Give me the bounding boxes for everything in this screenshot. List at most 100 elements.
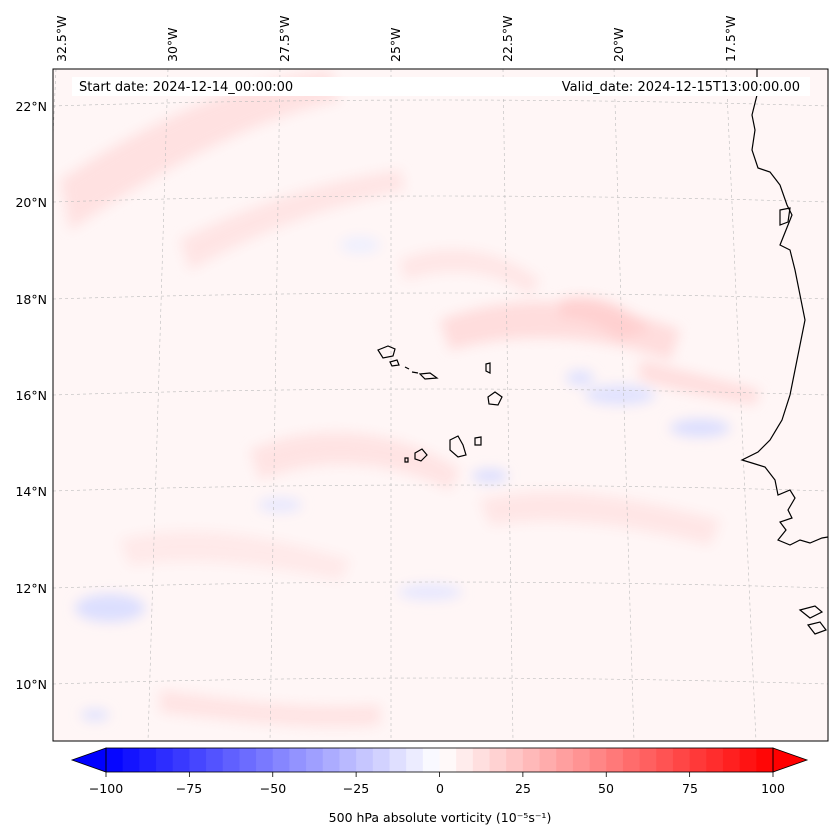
colorbar-tick-label: −50 xyxy=(260,781,286,796)
island-maio xyxy=(474,436,482,446)
parallel-line xyxy=(53,484,828,492)
colorbar: −100 −75 −50 −25 0 25 50 75 100 500 hPa … xyxy=(70,747,809,825)
parallel-line xyxy=(53,677,828,685)
start-date-label: Start date: 2024-12-14_00:00:00 xyxy=(79,80,293,95)
lat-label: 10°N xyxy=(15,677,47,692)
lon-label: 17.5°W xyxy=(723,16,738,62)
colorbar-bin xyxy=(522,748,541,772)
colorbar-bin xyxy=(322,748,340,772)
colorbar-tick-label: 25 xyxy=(515,781,531,796)
island-sao-nicolau xyxy=(411,371,439,380)
colorbar-tick-label: 0 xyxy=(436,781,444,796)
colorbar-bin xyxy=(422,748,440,772)
colorbar-tick-label: 50 xyxy=(598,781,614,796)
colorbar-bin xyxy=(139,748,157,772)
meridian-line xyxy=(613,69,635,741)
colorbar-bin xyxy=(489,748,507,772)
colorbar-tick-label: −25 xyxy=(343,781,369,796)
lat-label: 16°N xyxy=(15,388,47,403)
colorbar-bin xyxy=(256,748,274,772)
colorbar-bin xyxy=(572,748,591,772)
colorbar-bin xyxy=(689,748,707,772)
header-strip xyxy=(72,77,810,96)
colorbar-bin xyxy=(222,748,240,772)
colorbar-tick-label: 100 xyxy=(761,781,785,796)
colorbar-bin xyxy=(106,748,124,772)
latitude-labels: 22°N 20°N 18°N 16°N 14°N 12°N 10°N xyxy=(15,99,47,692)
island-santiago xyxy=(449,435,467,458)
colorbar-bin xyxy=(156,748,174,772)
meridian-line xyxy=(502,69,514,741)
colorbar-bin xyxy=(556,748,574,772)
colorbar-bin xyxy=(272,748,290,772)
colorbar-bin xyxy=(672,748,691,772)
meridian-line xyxy=(269,69,281,741)
meridian-line xyxy=(725,69,757,741)
lon-label: 20°W xyxy=(611,27,626,62)
map-background xyxy=(53,69,828,741)
parallel-line xyxy=(53,195,828,203)
colorbar-extend-min xyxy=(70,747,107,773)
parallel-line xyxy=(53,388,828,396)
meridian-line xyxy=(147,69,169,741)
colorbar-label: 500 hPa absolute vorticity (10⁻⁵s⁻¹) xyxy=(329,810,552,825)
parallel-line xyxy=(53,292,828,300)
colorbar-bin xyxy=(739,748,757,772)
island-brava xyxy=(404,457,409,463)
map-frame xyxy=(52,68,829,742)
coastlines xyxy=(377,69,828,635)
colorbar-bin xyxy=(372,748,390,772)
colorbar-tick-label: −100 xyxy=(89,781,123,796)
lon-label: 27.5°W xyxy=(277,16,292,62)
lat-label: 22°N xyxy=(15,99,47,114)
colorbar-bin xyxy=(622,748,641,772)
longitude-labels: 32.5°W 30°W 27.5°W 25°W 22.5°W 20°W 17.5… xyxy=(54,16,738,62)
colorbar-bin xyxy=(539,748,557,772)
lon-label: 30°W xyxy=(165,27,180,62)
island-sao-vicente xyxy=(389,359,400,367)
colorbar-bin xyxy=(406,748,424,772)
colorbar-bin xyxy=(289,748,307,772)
lon-label: 25°W xyxy=(388,27,403,62)
colorbar-bin xyxy=(606,748,624,772)
island-fogo xyxy=(414,448,428,462)
colorbar-bin xyxy=(356,748,374,772)
colorbar-bin xyxy=(706,748,724,772)
graticule xyxy=(53,69,828,741)
colorbar-extend-max xyxy=(772,747,809,773)
colorbar-bin xyxy=(756,748,774,772)
colorbar-bin xyxy=(639,748,657,772)
vorticity-field xyxy=(60,70,760,727)
colorbar-bin xyxy=(439,748,457,772)
colorbar-ticks: −100 −75 −50 −25 0 25 50 75 100 xyxy=(89,772,785,796)
lat-label: 18°N xyxy=(15,292,47,307)
african-coastline xyxy=(740,69,828,546)
lat-label: 12°N xyxy=(15,581,47,596)
colorbar-bin xyxy=(656,748,674,772)
colorbar-bin xyxy=(389,748,407,772)
colorbar-bin xyxy=(472,748,491,772)
colorbar-bin xyxy=(456,748,474,772)
colorbar-tick-label: 75 xyxy=(682,781,698,796)
parallel-line xyxy=(53,99,828,107)
colorbar-bin xyxy=(589,748,607,772)
map-panel: Start date: 2024-12-14_00:00:00 Valid_da… xyxy=(15,16,829,742)
colorbar-bins xyxy=(106,748,774,772)
lon-label: 22.5°W xyxy=(500,16,515,62)
lon-label: 32.5°W xyxy=(54,16,69,62)
parallel-line xyxy=(53,581,828,589)
island-boa-vista xyxy=(487,391,503,406)
island-santa-luzia xyxy=(404,366,410,370)
colorbar-bin xyxy=(506,748,524,772)
colorbar-bin xyxy=(189,748,207,772)
colorbar-bin xyxy=(306,748,324,772)
lat-label: 20°N xyxy=(15,195,47,210)
colorbar-bin xyxy=(206,748,224,772)
colorbar-tick-label: −75 xyxy=(176,781,202,796)
lat-label: 14°N xyxy=(15,484,47,499)
island-sal xyxy=(485,362,491,374)
colorbar-bin xyxy=(172,748,190,772)
island-santo-antao xyxy=(377,345,396,359)
colorbar-bin xyxy=(239,748,257,772)
